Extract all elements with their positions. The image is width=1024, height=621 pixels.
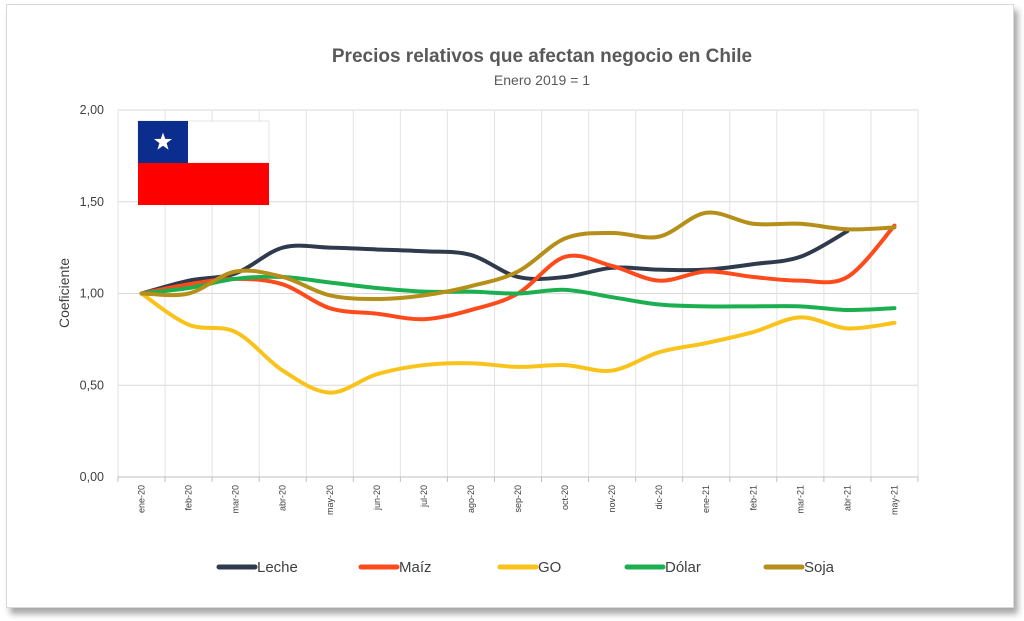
series-line-leche — [139, 229, 850, 296]
x-tick-label: mar-20 — [231, 485, 241, 514]
flag-red-band — [138, 163, 269, 205]
x-tick-label: jul-20 — [419, 485, 429, 508]
x-tick-label: dic-20 — [654, 485, 664, 510]
series-line-dolar — [139, 274, 897, 313]
flag-star-icon — [153, 132, 173, 150]
chart-title: Precios relativos que afectan negocio en… — [332, 46, 752, 67]
legend: Leche Maíz GO Dólar Soja — [216, 559, 835, 576]
x-tick-label: ago-20 — [466, 485, 476, 513]
chile-flag-image — [137, 120, 270, 205]
chart-subtitle: Enero 2019 = 1 — [494, 72, 590, 88]
y-tick-label: 0,00 — [80, 470, 104, 484]
x-tick-label: abr-20 — [278, 485, 288, 511]
legend-label-dolar: Dólar — [665, 559, 701, 576]
x-tick-label: feb-21 — [748, 485, 758, 511]
chart-frame — [6, 4, 1014, 608]
x-tick-label: ene-21 — [701, 485, 711, 513]
series-line-soja — [139, 210, 897, 302]
legend-label-go: GO — [538, 559, 561, 576]
x-axis-ticks: ene-20 feb-20 mar-20 abr-20 may-20 jun-20 jul-… — [137, 485, 900, 515]
y-tick-label: 1,50 — [80, 195, 104, 209]
x-tick-label: mar-21 — [795, 485, 805, 514]
x-tick-label: jun-20 — [372, 485, 382, 511]
series-line-go — [139, 291, 897, 395]
legend-label-leche: Leche — [257, 559, 298, 576]
x-tick-label: ene-20 — [137, 485, 147, 513]
x-tick-label: abr-21 — [842, 485, 852, 511]
y-tick-label: 1,00 — [80, 287, 104, 301]
legend-label-maiz: Maíz — [399, 559, 432, 576]
x-tick-label: may-20 — [325, 485, 335, 515]
x-tick-label: nov-20 — [607, 485, 617, 513]
y-axis-ticks: 0,00 0,50 1,00 1,50 2,00 — [80, 103, 104, 484]
y-axis-label: Coeficiente — [56, 258, 72, 328]
x-tick-label: oct-20 — [560, 485, 570, 510]
y-tick-label: 2,00 — [80, 103, 104, 117]
x-tick-label: may-21 — [889, 485, 899, 515]
series-lines — [139, 210, 897, 395]
x-tick-label: sep-20 — [513, 485, 523, 513]
x-tick-label: feb-20 — [184, 485, 194, 511]
y-tick-label: 0,50 — [80, 378, 104, 392]
legend-label-soja: Soja — [804, 559, 835, 576]
